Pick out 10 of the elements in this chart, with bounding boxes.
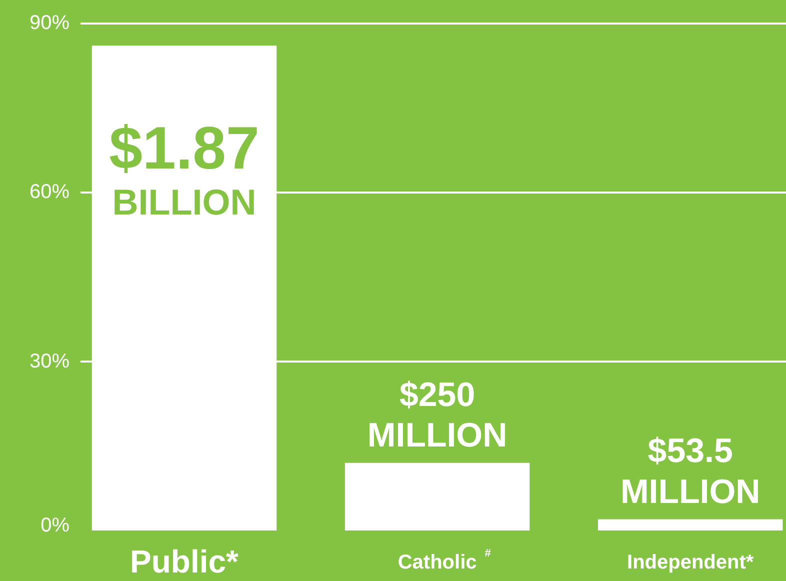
y-tick-label: 60% — [29, 181, 70, 204]
y-tick-label: 90% — [29, 12, 70, 34]
annotation: $53.5 MILLION — [620, 432, 760, 511]
annotation: $1.87 BILLION — [109, 114, 260, 222]
y-tick-label: 30% — [29, 350, 70, 372]
y-tick-label: 0% — [40, 514, 70, 536]
x-tick-label: Catholic# — [398, 548, 491, 574]
x-tick-label: Independent* — [627, 552, 754, 574]
x-tick-label: Public* — [130, 544, 240, 580]
annotation: $250 MILLION — [367, 376, 508, 454]
